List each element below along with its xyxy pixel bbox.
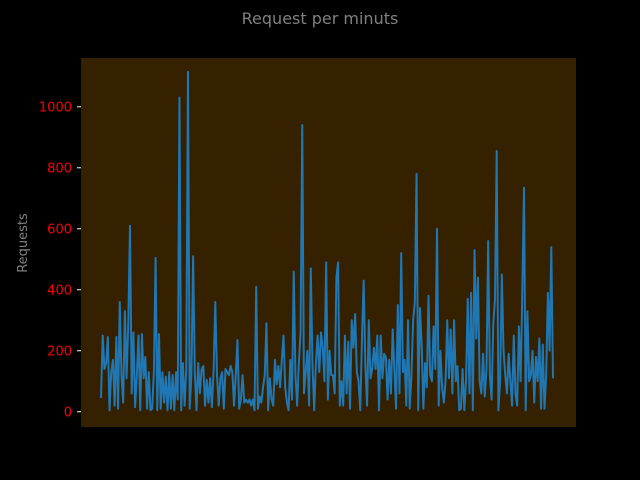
y-tick-label: 0 xyxy=(64,405,72,420)
y-tick-label: 800 xyxy=(47,161,72,176)
y-axis-label: Requests xyxy=(16,213,31,273)
y-tick-label: 1000 xyxy=(39,100,72,115)
y-tick-label: 400 xyxy=(47,283,72,298)
y-tick-label: 600 xyxy=(47,222,72,237)
chart-title: Request per minuts xyxy=(242,9,399,28)
series-line-requests xyxy=(100,70,554,412)
series-group xyxy=(100,70,554,412)
y-tick-label: 200 xyxy=(47,344,72,359)
y-axis-ticks: 0 200 400 600 800 1000 xyxy=(39,100,81,420)
